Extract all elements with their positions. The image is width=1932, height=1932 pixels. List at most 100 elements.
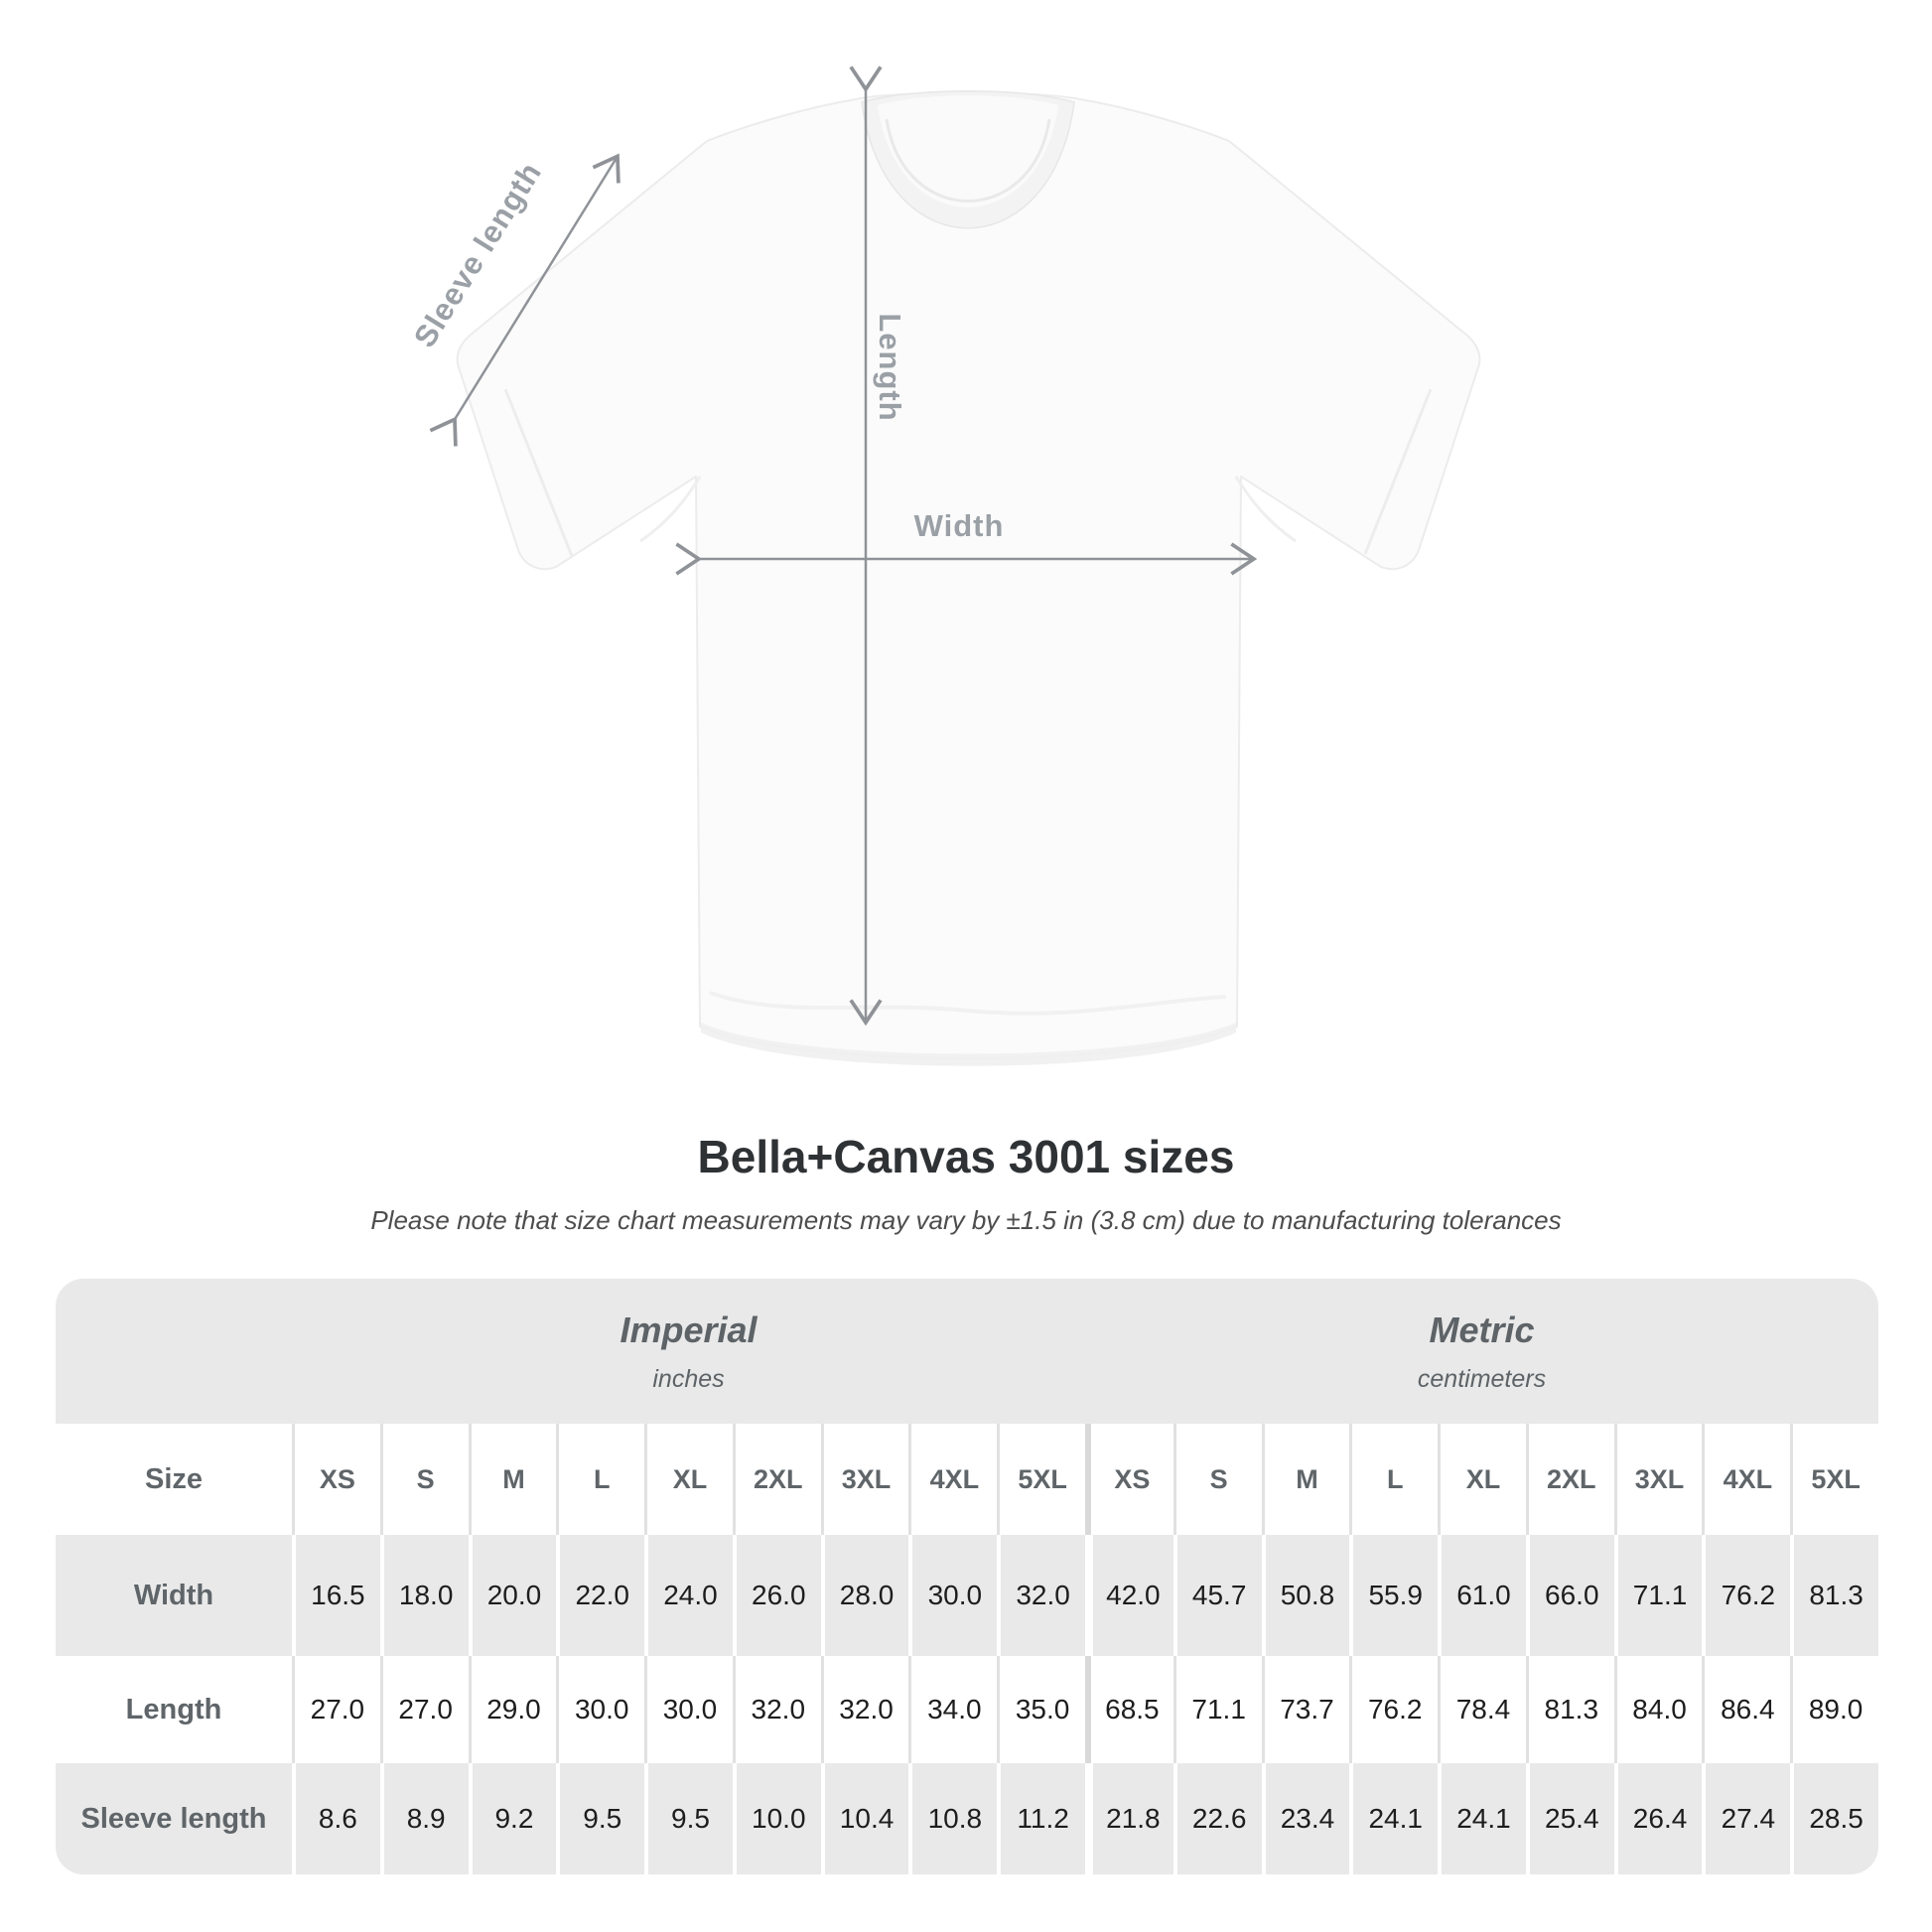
cell-sleeve-length-imperial: 11.2 — [997, 1763, 1085, 1874]
cell-length-imperial: 32.0 — [820, 1656, 909, 1763]
cell-length-metric: 73.7 — [1261, 1656, 1350, 1763]
cell-length-imperial: 30.0 — [556, 1656, 645, 1763]
collar-inner-shadow — [885, 118, 1051, 203]
page-subtitle: Please note that size chart measurements… — [370, 1205, 1562, 1235]
tshirt-graphic — [456, 90, 1481, 1066]
cell-length-imperial: 29.0 — [468, 1656, 557, 1763]
cell-sleeve-length-imperial: 8.9 — [379, 1763, 469, 1874]
metric-unit: centimeters — [1417, 1364, 1547, 1393]
cell-width-imperial: 16.5 — [292, 1535, 380, 1656]
cell-sleeve-length-imperial: 9.2 — [468, 1763, 557, 1874]
cell-length-metric: 71.1 — [1173, 1656, 1262, 1763]
size-header-imperial-2xl: 2XL — [732, 1424, 821, 1535]
cell-length-metric: 76.2 — [1349, 1656, 1439, 1763]
size-header-imperial-xl: XL — [644, 1424, 733, 1535]
band-spacer — [56, 1279, 292, 1424]
cell-sleeve-length-metric: 23.4 — [1261, 1763, 1350, 1874]
cell-sleeve-length-metric: 26.4 — [1613, 1763, 1703, 1874]
cell-width-imperial: 26.0 — [732, 1535, 821, 1656]
cell-length-imperial: 32.0 — [732, 1656, 821, 1763]
cell-width-metric: 76.2 — [1702, 1535, 1791, 1656]
size-header-metric-m: M — [1261, 1424, 1350, 1535]
page-title: Bella+Canvas 3001 sizes — [697, 1131, 1235, 1182]
row-label-length: Length — [56, 1656, 292, 1763]
cell-length-imperial: 35.0 — [997, 1656, 1085, 1763]
cell-length-metric: 86.4 — [1702, 1656, 1791, 1763]
cell-length-metric: 84.0 — [1613, 1656, 1703, 1763]
size-header-metric-5xl: 5XL — [1790, 1424, 1878, 1535]
size-header-imperial-4xl: 4XL — [908, 1424, 998, 1535]
row-label-sleeve-length: Sleeve length — [56, 1763, 292, 1874]
cell-length-imperial: 27.0 — [379, 1656, 469, 1763]
metric-group-header: Metric centimeters — [1085, 1279, 1878, 1424]
size-header-imperial-5xl: 5XL — [997, 1424, 1085, 1535]
cell-width-metric: 66.0 — [1525, 1535, 1614, 1656]
cell-sleeve-length-imperial: 9.5 — [556, 1763, 645, 1874]
cell-sleeve-length-metric: 28.5 — [1790, 1763, 1878, 1874]
size-header-metric-l: L — [1349, 1424, 1439, 1535]
cell-sleeve-length-imperial: 10.0 — [732, 1763, 821, 1874]
cell-length-imperial: 27.0 — [292, 1656, 380, 1763]
imperial-label: Imperial — [620, 1309, 758, 1350]
cell-width-metric: 55.9 — [1349, 1535, 1439, 1656]
cell-length-metric: 81.3 — [1525, 1656, 1614, 1763]
metric-label: Metric — [1429, 1309, 1535, 1350]
size-table-grid: Imperial inches Metric centimeters Size X… — [56, 1279, 1878, 1874]
right-armpit-crease — [1234, 476, 1297, 543]
cell-length-metric: 68.5 — [1085, 1656, 1173, 1763]
size-header-metric-xs: XS — [1085, 1424, 1173, 1535]
measurement-arrows — [429, 66, 1258, 1027]
size-header-metric-3xl: 3XL — [1613, 1424, 1703, 1535]
size-column-header: Size — [56, 1424, 292, 1535]
width-label: Width — [914, 508, 1005, 543]
left-armpit-crease — [639, 476, 702, 543]
tshirt-body — [456, 91, 1481, 1060]
cell-sleeve-length-imperial: 9.5 — [644, 1763, 733, 1874]
cell-sleeve-length-imperial: 10.4 — [820, 1763, 909, 1874]
cell-length-metric: 78.4 — [1438, 1656, 1526, 1763]
cell-width-imperial: 24.0 — [644, 1535, 733, 1656]
length-label: Length — [873, 313, 907, 421]
cell-sleeve-length-metric: 25.4 — [1525, 1763, 1614, 1874]
cell-width-metric: 61.0 — [1438, 1535, 1526, 1656]
cell-width-metric: 81.3 — [1790, 1535, 1878, 1656]
size-header-metric-s: S — [1173, 1424, 1262, 1535]
size-header-imperial-3xl: 3XL — [820, 1424, 909, 1535]
cell-width-imperial: 20.0 — [468, 1535, 557, 1656]
size-header-imperial-xs: XS — [292, 1424, 380, 1535]
cell-width-imperial: 30.0 — [908, 1535, 998, 1656]
cell-sleeve-length-metric: 24.1 — [1349, 1763, 1439, 1874]
size-header-metric-4xl: 4XL — [1702, 1424, 1791, 1535]
cell-width-metric: 71.1 — [1613, 1535, 1703, 1656]
imperial-group-header: Imperial inches — [292, 1279, 1085, 1424]
tshirt-diagram-svg: Sleeve length Length Width — [407, 66, 1481, 1066]
cell-width-metric: 50.8 — [1261, 1535, 1350, 1656]
size-header-metric-2xl: 2XL — [1525, 1424, 1614, 1535]
sleeve-length-arrow — [429, 153, 621, 447]
collar-opening — [878, 95, 1058, 207]
cell-sleeve-length-metric: 21.8 — [1085, 1763, 1173, 1874]
cell-width-imperial: 32.0 — [997, 1535, 1085, 1656]
size-header-imperial-s: S — [379, 1424, 469, 1535]
cell-length-metric: 89.0 — [1790, 1656, 1878, 1763]
size-header-metric-xl: XL — [1438, 1424, 1526, 1535]
cell-width-metric: 45.7 — [1173, 1535, 1262, 1656]
cell-length-imperial: 30.0 — [644, 1656, 733, 1763]
cell-width-metric: 42.0 — [1085, 1535, 1173, 1656]
row-label-width: Width — [56, 1535, 292, 1656]
imperial-unit: inches — [652, 1364, 725, 1393]
cell-sleeve-length-imperial: 8.6 — [292, 1763, 380, 1874]
cell-sleeve-length-metric: 22.6 — [1173, 1763, 1262, 1874]
size-header-imperial-l: L — [556, 1424, 645, 1535]
cell-length-imperial: 34.0 — [908, 1656, 998, 1763]
cell-width-imperial: 18.0 — [379, 1535, 469, 1656]
cell-sleeve-length-imperial: 10.8 — [908, 1763, 998, 1874]
cell-width-imperial: 22.0 — [556, 1535, 645, 1656]
hem-wrinkle — [709, 991, 1227, 1016]
right-cuff-fold — [1363, 388, 1433, 555]
measurement-diagram: Sleeve length Length Width — [407, 66, 1481, 1066]
cell-sleeve-length-metric: 27.4 — [1702, 1763, 1791, 1874]
size-header-imperial-m: M — [468, 1424, 557, 1535]
cell-width-imperial: 28.0 — [820, 1535, 909, 1656]
cell-sleeve-length-metric: 24.1 — [1438, 1763, 1526, 1874]
